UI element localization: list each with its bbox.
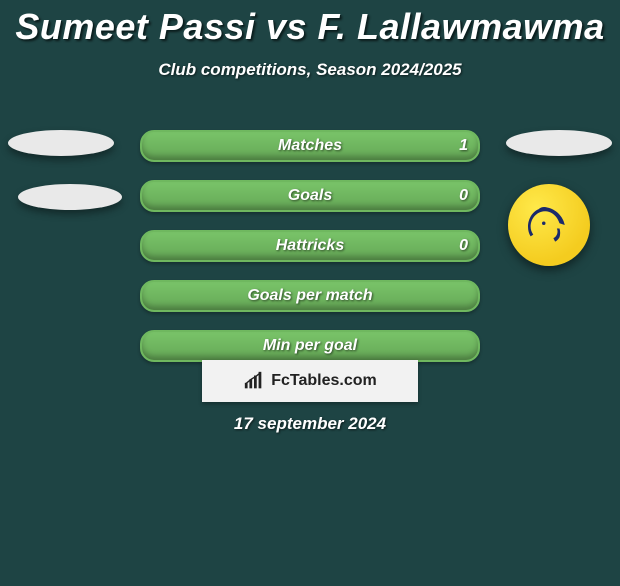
stat-right-value: 1: [459, 132, 468, 160]
stat-right-value: 0: [459, 182, 468, 210]
stat-bars: Matches1Goals0Hattricks0Goals per matchM…: [140, 130, 480, 380]
stat-bar: Matches1: [140, 130, 480, 162]
stat-right-value: 0: [459, 232, 468, 260]
stat-bar: Goals per match: [140, 280, 480, 312]
elephant-icon: [521, 197, 577, 253]
stat-bar: Min per goal: [140, 330, 480, 362]
page-subtitle: Club competitions, Season 2024/2025: [0, 60, 620, 80]
left-placeholder-1: [8, 130, 114, 156]
stat-label: Goals per match: [142, 282, 478, 310]
bar-chart-icon: [243, 370, 265, 392]
stat-label: Min per goal: [142, 332, 478, 360]
page-title: Sumeet Passi vs F. Lallawmawma: [0, 6, 620, 48]
brand-text: FcTables.com: [271, 372, 377, 390]
team-logo: [508, 184, 590, 266]
stat-label: Goals: [142, 182, 478, 210]
right-placeholder-1: [506, 130, 612, 156]
date-text: 17 september 2024: [0, 414, 620, 434]
left-placeholder-2: [18, 184, 122, 210]
stat-bar: Goals0: [140, 180, 480, 212]
stat-label: Hattricks: [142, 232, 478, 260]
stat-label: Matches: [142, 132, 478, 160]
brand-box: FcTables.com: [202, 360, 418, 402]
stat-bar: Hattricks0: [140, 230, 480, 262]
